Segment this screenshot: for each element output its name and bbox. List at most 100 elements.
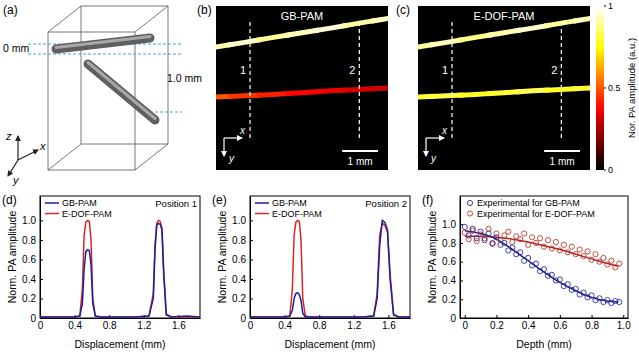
box-edge bbox=[48, 170, 135, 171]
tube-highlight bbox=[88, 63, 155, 119]
position-label: 1 bbox=[240, 64, 246, 76]
box-edge bbox=[135, 6, 168, 32]
vessel-segment bbox=[288, 92, 317, 94]
tick-mark bbox=[250, 220, 253, 221]
tick: 0.6 bbox=[553, 315, 567, 331]
scatter-point bbox=[537, 236, 542, 241]
scatter-point bbox=[462, 224, 467, 229]
panel-label: (c) bbox=[396, 3, 410, 17]
axis-line bbox=[251, 318, 411, 319]
tick-label: 0.4 bbox=[232, 274, 246, 285]
scatter-point bbox=[470, 226, 475, 231]
tick-label: 0.6 bbox=[232, 254, 246, 265]
tick-mark bbox=[40, 240, 43, 241]
plot-marks bbox=[250, 220, 410, 317]
tick: 0.4 bbox=[522, 315, 536, 331]
scatter-point bbox=[573, 252, 578, 257]
vessel-segment bbox=[259, 35, 288, 40]
scatter-point bbox=[490, 240, 495, 245]
tick: 0.8 bbox=[232, 235, 253, 246]
depth-guide bbox=[28, 54, 182, 55]
scatter-point bbox=[557, 248, 562, 253]
tick-mark bbox=[465, 315, 466, 318]
vessel-segment bbox=[288, 30, 317, 35]
vessel-segment bbox=[576, 86, 590, 92]
scatter-point bbox=[474, 236, 479, 241]
scatter-point bbox=[502, 240, 507, 245]
tick-label: 0.2 bbox=[232, 293, 246, 304]
series-line bbox=[40, 223, 200, 317]
axis-arrow bbox=[223, 138, 224, 156]
x-axis: 0 0.2 0.4 0.6 0.8 1.0 bbox=[461, 315, 632, 331]
depth-label: 0 mm bbox=[3, 42, 30, 54]
scatter-point bbox=[557, 277, 562, 282]
tick-mark bbox=[623, 315, 624, 318]
tick-label: 0 bbox=[248, 320, 254, 331]
vessel-segment bbox=[374, 18, 388, 20]
scatter-point bbox=[522, 231, 527, 236]
tick-label: 0.8 bbox=[103, 320, 117, 331]
tick-label: 0.2 bbox=[490, 320, 504, 331]
tick-label: 1.6 bbox=[382, 320, 396, 331]
plot-frame bbox=[40, 196, 200, 318]
colorbar-tick bbox=[604, 88, 606, 89]
scatter-point bbox=[510, 239, 515, 244]
scatter-point bbox=[581, 253, 586, 258]
axis-letter: z bbox=[5, 130, 12, 142]
tick-mark bbox=[40, 318, 43, 319]
image-title: E-DOF-PAM bbox=[474, 10, 535, 22]
tick-label: 0 bbox=[30, 313, 36, 324]
tick: 0 bbox=[462, 315, 468, 331]
scatter-point bbox=[589, 257, 594, 262]
series-line bbox=[250, 220, 410, 317]
image-marks bbox=[216, 18, 388, 140]
tick-mark bbox=[388, 315, 389, 318]
scatter-point bbox=[486, 231, 491, 236]
panel-label: (a) bbox=[3, 3, 18, 17]
tick-label: 1.6 bbox=[172, 320, 186, 331]
legend-swatch bbox=[467, 200, 472, 205]
tick-mark bbox=[250, 279, 253, 280]
tick-mark bbox=[460, 243, 463, 244]
vessel-segment bbox=[316, 26, 345, 31]
tick-mark bbox=[250, 259, 253, 260]
x-axis-title: Displacement (mm) bbox=[74, 338, 165, 350]
series-line bbox=[250, 220, 410, 317]
tick-label: 0.8 bbox=[585, 320, 599, 331]
tick: 0.4 bbox=[22, 274, 43, 285]
tick-label: 0 bbox=[240, 313, 246, 324]
axis-line bbox=[40, 197, 41, 319]
panel-label: (d) bbox=[2, 193, 17, 207]
image-panel: (c)12E-DOF-PAM1 mmxy00.51Nor. PA amplitu… bbox=[396, 1, 637, 175]
tick-label: 0.2 bbox=[442, 294, 456, 305]
axis-arrow bbox=[18, 150, 38, 160]
tick-label: 0 bbox=[38, 320, 44, 331]
box-edge bbox=[81, 144, 168, 145]
scatter-point bbox=[569, 244, 574, 249]
vessel-segment bbox=[259, 94, 288, 96]
panel-label: (e) bbox=[212, 193, 227, 207]
scatter-point bbox=[466, 233, 471, 238]
tick: 0.2 bbox=[490, 315, 504, 331]
series-line bbox=[465, 236, 619, 266]
vessel-segment bbox=[230, 95, 259, 96]
y-axis: 00.20.40.60.81.0 bbox=[442, 197, 463, 324]
tick-label: 1.0 bbox=[617, 320, 631, 331]
axis-line bbox=[250, 197, 251, 319]
tick: 0 bbox=[450, 313, 463, 324]
tick: 0.8 bbox=[585, 315, 599, 331]
legend-label: E-DOF-PAM bbox=[62, 209, 112, 219]
image-panel: (b)12GB-PAM1 mmxy bbox=[197, 3, 388, 170]
tick-label: 0.8 bbox=[232, 235, 246, 246]
tick-label: 1.0 bbox=[22, 215, 36, 226]
series-line bbox=[40, 220, 200, 317]
tick-mark bbox=[460, 318, 463, 319]
tick: 0.6 bbox=[232, 254, 253, 265]
vessel-segment bbox=[461, 35, 490, 40]
position-line bbox=[451, 22, 452, 140]
figure-container: (a)0 mm1.0 mmzxy(b)12GB-PAM1 mmxy(c)12E-… bbox=[0, 0, 639, 358]
scatter-point bbox=[482, 238, 487, 243]
box-edge bbox=[81, 6, 82, 144]
scatter-point bbox=[541, 267, 546, 272]
scatter-point bbox=[549, 246, 554, 251]
